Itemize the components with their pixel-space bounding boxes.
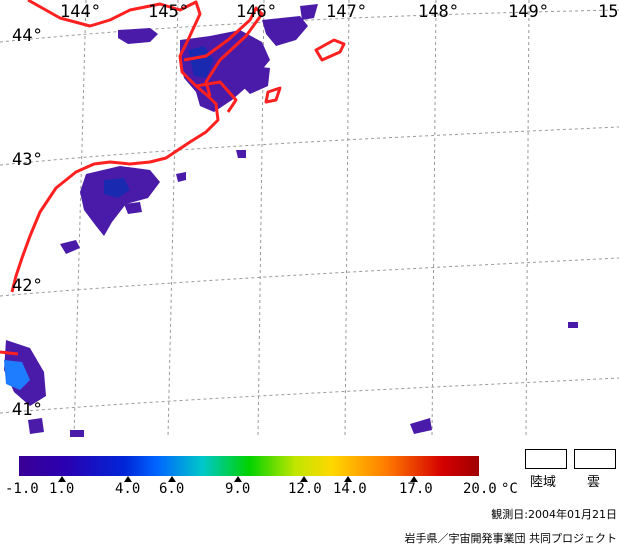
colorbar-tick <box>58 476 66 482</box>
cloud-legend-label: 雲 <box>587 475 601 490</box>
lon-label-150: 15 <box>598 2 619 22</box>
patch-mid-4 <box>236 150 246 158</box>
patch-north-5 <box>236 64 270 94</box>
patch-north-4 <box>300 4 318 20</box>
lon-label-144: 144° <box>60 2 101 22</box>
colorbar-label: 9.0 <box>225 481 251 497</box>
land-legend-label: 陸域 <box>530 475 557 490</box>
patch-south-3 <box>410 418 432 434</box>
lat-label-44: 44° <box>12 26 43 46</box>
core-south <box>4 360 30 390</box>
colorbar-tick <box>168 476 176 482</box>
parallel-43 <box>0 126 619 166</box>
sea-surface-temperature-map <box>0 0 619 437</box>
credit-text: 岩手県／宇宙開発事業団 共同プロジェクト <box>404 532 618 545</box>
patch-mid-3 <box>176 172 186 182</box>
colorbar-label: 14.0 <box>333 481 367 497</box>
patch-north-3 <box>262 16 308 46</box>
colorbar-tick <box>300 476 308 482</box>
meridian-149 <box>525 0 530 437</box>
lat-label-42: 42° <box>12 276 43 296</box>
lat-label-43: 43° <box>12 150 43 170</box>
patch-north-1 <box>118 28 158 44</box>
temperature-colorbar <box>19 456 479 476</box>
patch-mid-1 <box>80 166 160 236</box>
coast-island-small <box>264 86 282 104</box>
coast-shiretoko <box>183 6 264 97</box>
cloud-legend-swatch <box>574 449 616 469</box>
patch-south-4 <box>70 430 84 437</box>
parallel-44 <box>0 9 619 43</box>
patch-mid-5 <box>60 240 80 254</box>
lat-label-41: 41° <box>12 400 43 420</box>
meridian-145 <box>167 0 179 437</box>
lon-label-149: 149° <box>508 2 549 22</box>
patch-south-2 <box>28 418 44 434</box>
colorbar-label: 12.0 <box>288 481 322 497</box>
parallel-42 <box>0 257 619 297</box>
colorbar-tick <box>410 476 418 482</box>
colorbar-label: 6.0 <box>159 481 185 497</box>
patch-mid-2 <box>124 202 142 214</box>
coast-island-east <box>314 38 346 62</box>
colorbar-unit: °C <box>501 481 518 497</box>
graticule <box>0 0 619 437</box>
parallel-41 <box>0 377 619 414</box>
coast-hokkaido-north <box>10 0 220 293</box>
colorbar-label: 17.0 <box>399 481 433 497</box>
coast-kunashiri <box>195 80 238 113</box>
colorbar-label: 1.0 <box>49 481 75 497</box>
coastline <box>0 0 346 356</box>
lon-label-146: 146° <box>236 2 277 22</box>
colorbar-tick <box>344 476 352 482</box>
land-legend-swatch <box>525 449 567 469</box>
meridian-148 <box>431 0 437 437</box>
lon-label-145: 145° <box>148 2 189 22</box>
patch-east-1 <box>568 322 578 328</box>
colorbar-label: 20.0 <box>463 481 497 497</box>
observation-date: 観測日:2004年01月21日 <box>491 508 617 521</box>
colorbar-tick <box>234 476 242 482</box>
colorbar-tick <box>124 476 132 482</box>
coast-south <box>0 350 19 356</box>
meridian-144 <box>73 0 87 437</box>
temperature-patches <box>4 4 578 437</box>
core-mid <box>104 178 130 198</box>
colorbar-label: -1.0 <box>5 481 39 497</box>
colorbar-label: 4.0 <box>115 481 141 497</box>
meridian-147 <box>344 0 350 437</box>
lon-label-148: 148° <box>418 2 459 22</box>
lon-label-147: 147° <box>326 2 367 22</box>
